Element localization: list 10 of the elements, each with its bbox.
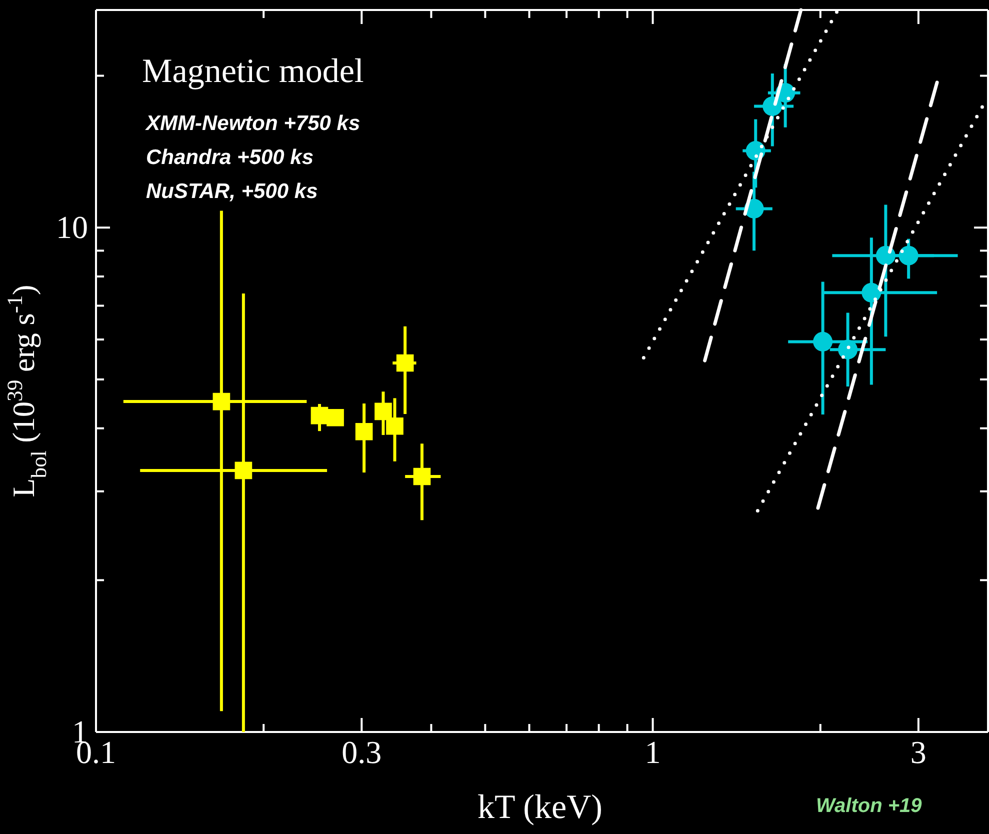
annotation: XMM-Newton +750 ks bbox=[145, 112, 360, 135]
text: Walton +19 bbox=[816, 795, 923, 817]
x-axis-title: kT (keV) bbox=[478, 789, 602, 826]
x-tick-label: 3 bbox=[910, 734, 926, 770]
annotation: Chandra +500 ks bbox=[146, 146, 314, 169]
y-tick-label: 10 bbox=[56, 208, 88, 245]
x-tick-label: 0.3 bbox=[342, 734, 382, 770]
x-tick-label: 1 bbox=[644, 734, 661, 770]
annotation: NuSTAR, +500 ks bbox=[146, 180, 318, 203]
annotation: Magnetic model bbox=[142, 53, 364, 90]
